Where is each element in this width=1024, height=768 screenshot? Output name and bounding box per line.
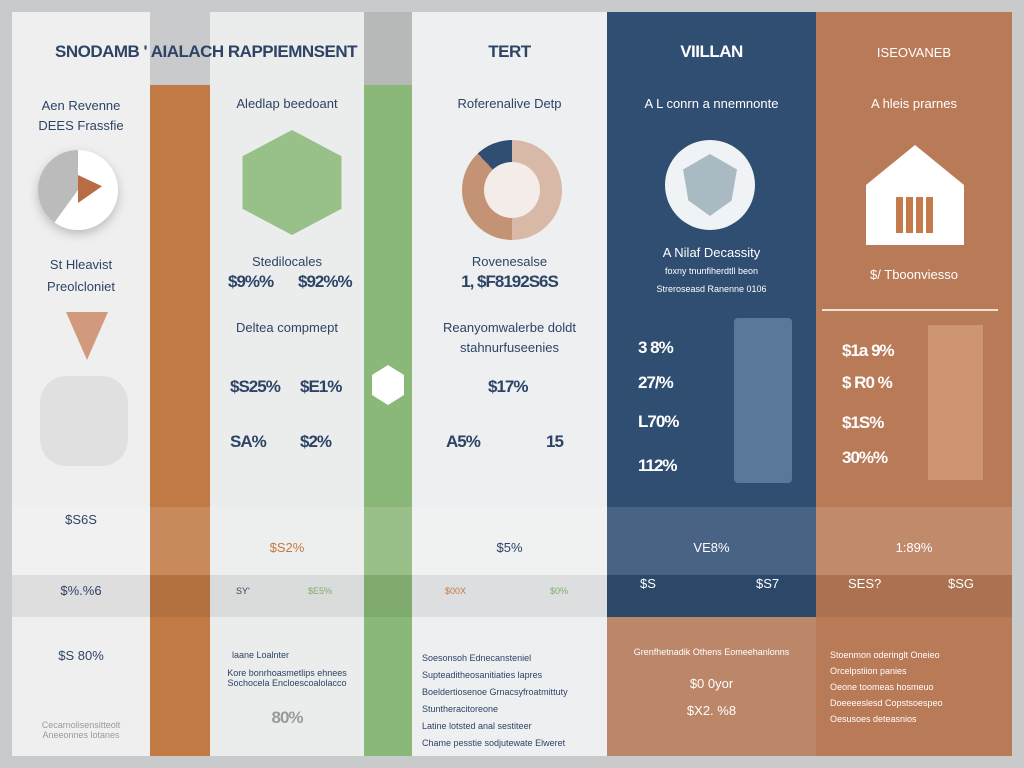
note-line: Oesusoes deteasnios <box>830 714 917 724</box>
col1-subtitle: Aen Revenne DEES Frassfie <box>38 98 124 133</box>
note: Grenfhetnadik Othens Eomeehanlonns <box>633 647 790 657</box>
stat: 15 <box>546 432 564 451</box>
bar-graphic <box>734 318 792 483</box>
note-heading: laane Loalnter <box>232 650 290 660</box>
divider <box>822 309 998 311</box>
stat: A5% <box>446 432 481 451</box>
note-list: Stoenmon oderinglt Oneieo Orcelpstiion p… <box>830 647 943 727</box>
col3-value: 1, $F8192S6S <box>461 272 559 291</box>
col4-label: A Nilaf Decassity <box>662 245 761 260</box>
note-line: Stuntheracitoreone <box>422 704 499 714</box>
note: Cecarnolisensitteolt Aneeonnes lotanes <box>41 720 121 740</box>
stat: $S25% <box>230 377 281 396</box>
stat: SY' <box>236 586 250 596</box>
envelope-icon <box>40 376 128 466</box>
stat: $E5% <box>308 586 333 596</box>
col3-subheading: Reanyomwalerbe doldt stahnurfuseenies <box>443 320 576 355</box>
note-line: Orcelpstiion panies <box>830 666 907 676</box>
col3-subtitle: Roferenalive Detp <box>457 96 562 111</box>
header-3: TERT <box>488 42 531 61</box>
col2-value: $9%% <box>228 272 274 291</box>
col4-label-2: foxny tnunfiherdtll beon <box>664 266 759 276</box>
page-title: SNODAMB ' AIALACH RAPPIEMNSENT <box>55 42 357 61</box>
header-5: ISEOVANEB <box>876 45 952 60</box>
stat: $1S% <box>842 413 884 432</box>
stat: 3 8% <box>638 338 674 357</box>
stat: $S6S <box>65 512 97 527</box>
stat: $X2. %8 <box>686 703 737 718</box>
green-divider <box>364 85 412 756</box>
gray-cap <box>364 12 412 85</box>
col4-label-3: Streroseasd Ranenne 0106 <box>656 284 767 294</box>
stat: $ R0 % <box>842 373 893 392</box>
pie-chart-icon <box>38 150 118 230</box>
col2-subtitle: Aledlap beedoant <box>236 96 338 111</box>
note: Kore bonrhoasmetlips ehnees Sochocela En… <box>227 668 347 688</box>
note-line: Chame pesstie sodjutewate Elweret <box>422 738 566 748</box>
stat: SA% <box>230 432 267 451</box>
note-line: Supteaditheosanitiaties lapres <box>422 670 543 680</box>
col2-value: $92%% <box>298 272 353 291</box>
col5-subtitle: A hleis prarnes <box>871 96 957 111</box>
note-line: Boeldertiosenoe Grnacsyfroatmittuty <box>422 687 568 697</box>
note-list: Soesonsoh Ednecansteniel Supteaditheosan… <box>422 650 568 752</box>
col2-label: Stedilocales <box>251 254 323 269</box>
stat: $S 80% <box>58 648 104 663</box>
stat: $00X <box>445 586 467 596</box>
stat: $SG <box>948 576 975 591</box>
col2-subheading: Deltea compmept <box>236 320 338 335</box>
stat: VE8% <box>693 540 730 555</box>
stat: 112% <box>638 456 678 475</box>
note-line: Latine lotsted anal sestiteer <box>422 721 532 731</box>
stat: $%.%6 <box>60 583 102 598</box>
shield-cube-icon <box>665 140 755 230</box>
stat: $S7 <box>756 576 780 591</box>
row-band <box>12 507 1012 575</box>
row-band <box>12 575 1012 617</box>
stat: $S <box>640 576 656 591</box>
stat: $S2% <box>269 540 305 555</box>
orange-divider <box>150 85 210 756</box>
col3-label: Rovenesalse <box>471 254 548 269</box>
stat: 80% <box>271 708 303 727</box>
stat: $17% <box>488 377 528 396</box>
stat: 1:89% <box>895 540 933 555</box>
donut-chart-icon <box>462 140 562 240</box>
stat: $5% <box>496 540 523 555</box>
col4-subtitle: A L conrn a nnemnonte <box>644 96 779 111</box>
note-line: Stoenmon oderinglt Oneieo <box>830 650 940 660</box>
lower-cell <box>607 617 816 756</box>
house-icon <box>866 145 964 245</box>
col1-label: St Hleavist Preolcloniet <box>47 257 115 294</box>
stat: 30%% <box>842 448 888 467</box>
stat: $0% <box>550 586 569 596</box>
note-line: Oeone toomeas hosmeuo <box>830 682 934 692</box>
stat: $1a 9% <box>842 341 895 360</box>
header-4: VIILLAN <box>680 42 743 61</box>
green-hexagon-icon <box>242 130 342 235</box>
stat: $2% <box>300 432 332 451</box>
column-3 <box>412 12 607 756</box>
note-line: Doeeeeslesd Copstsoespeo <box>830 698 943 708</box>
stat: $E1% <box>300 377 342 396</box>
stat: 27/% <box>638 373 674 392</box>
hourglass-graphic <box>928 325 983 480</box>
stat: SES? <box>848 576 882 591</box>
note-line: Soesonsoh Ednecansteniel <box>422 653 532 663</box>
col5-label: $/ Tboonviesso <box>870 267 958 282</box>
stat: $0 0yor <box>689 676 734 691</box>
stat: L70% <box>638 412 679 431</box>
